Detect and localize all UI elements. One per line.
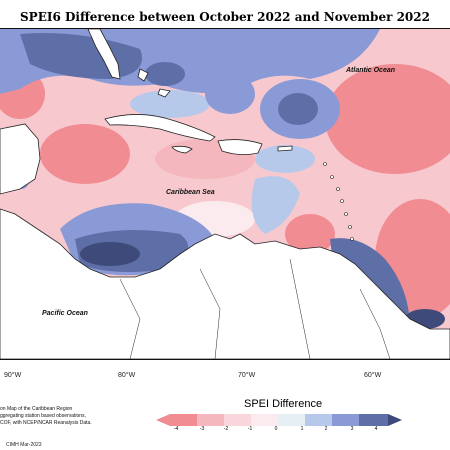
legend-tick: 0 (274, 426, 278, 432)
credit-line: ggregating station based observations, (0, 413, 86, 419)
legend-bin (332, 414, 359, 426)
legend-bin (224, 414, 251, 426)
map-canvas (0, 29, 450, 359)
legend-tick: 4 (374, 426, 378, 432)
lon-tick-70w: 70°W (238, 372, 256, 379)
atlantic-ocean-label: Atlantic Ocean (346, 67, 396, 74)
legend-tick: -3 (199, 426, 205, 432)
legend-tick: -2 (223, 426, 229, 432)
legend-title: SPEI Difference (244, 398, 323, 410)
legend-colorbar (156, 414, 402, 426)
legend-bin (197, 414, 224, 426)
borders (119, 258, 391, 359)
legend-tick: 3 (350, 426, 354, 432)
credit-line: COF, with NCEP/NCAR Reanalysis Data. (0, 420, 92, 426)
credit-date: CIMH Mar-2023 (6, 442, 42, 448)
lon-tick-90w: 90°W (4, 372, 22, 379)
legend-bin (359, 414, 388, 426)
land (0, 29, 450, 359)
legend-bin (251, 414, 278, 426)
legend-bin (278, 414, 305, 426)
legend-bin (170, 414, 197, 426)
legend-arrow-left (156, 414, 170, 426)
spei-map: Atlantic Ocean Caribbean Sea Pacific Oce… (0, 28, 450, 360)
legend-tick: -4 (173, 426, 179, 432)
lon-tick-80w: 80°W (118, 372, 136, 379)
legend-arrow-right (388, 414, 402, 426)
legend-tick: 2 (324, 426, 328, 432)
legend-bin (305, 414, 332, 426)
lesser-antilles (323, 162, 354, 241)
legend-tick: -1 (247, 426, 253, 432)
credit-line: on Map of the Caribbean Region (0, 406, 73, 412)
lon-tick-60w: 60°W (364, 372, 382, 379)
caribbean-sea-label: Caribbean Sea (166, 189, 215, 196)
map-title: SPEI6 Difference between October 2022 an… (20, 10, 430, 24)
legend-tick: 1 (300, 426, 304, 432)
pacific-ocean-label: Pacific Ocean (42, 310, 88, 317)
credits: on Map of the Caribbean Region ggregatin… (0, 406, 92, 427)
